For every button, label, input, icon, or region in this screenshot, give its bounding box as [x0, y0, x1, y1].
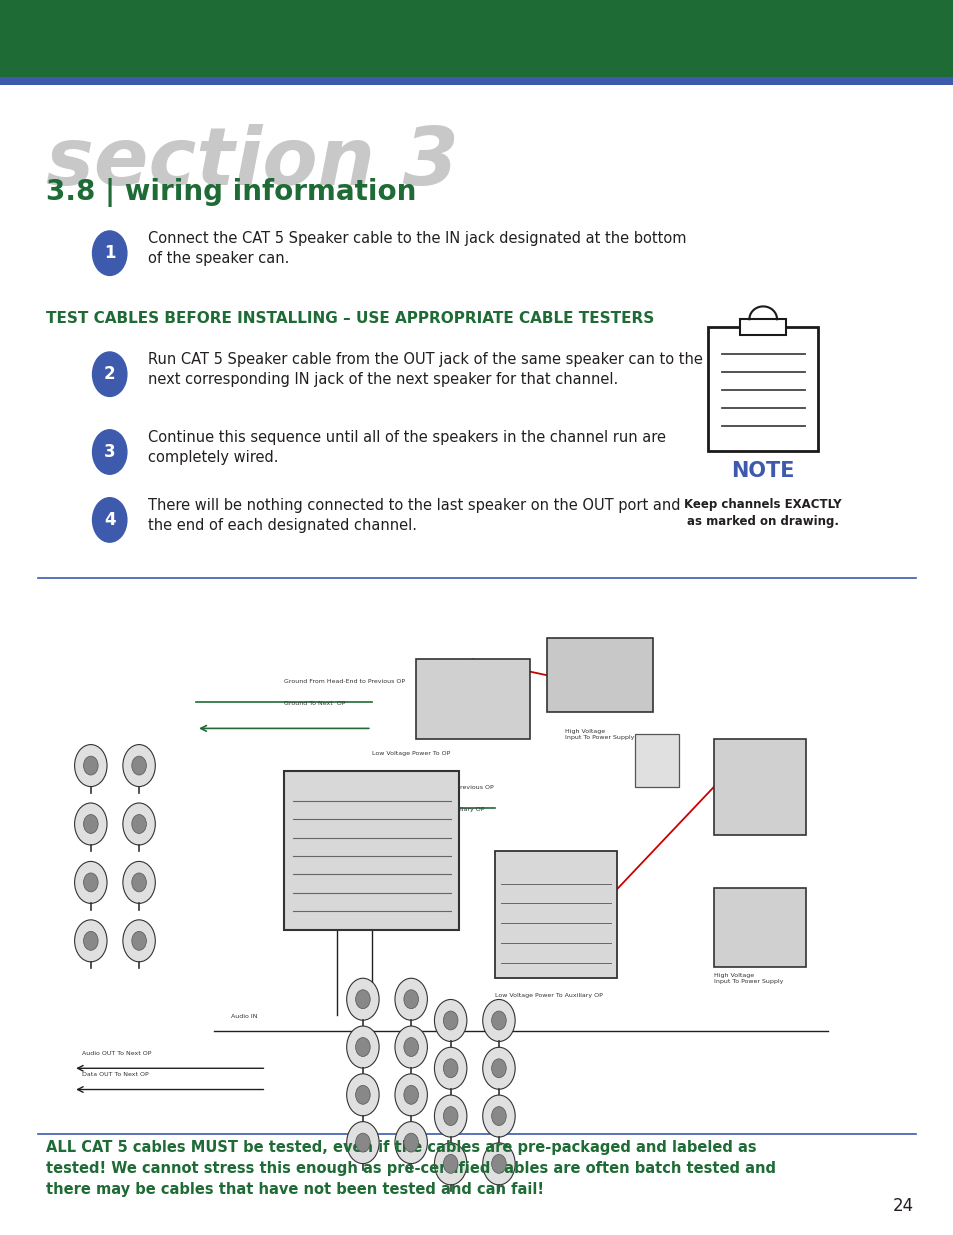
Circle shape	[123, 920, 155, 962]
Text: Connect the CAT 5 Speaker cable to the IN jack designated at the bottom
of the s: Connect the CAT 5 Speaker cable to the I…	[148, 231, 685, 266]
Text: section 3: section 3	[46, 124, 458, 201]
Circle shape	[395, 1073, 427, 1116]
Text: Continue this sequence until all of the speakers in the channel run are
complete: Continue this sequence until all of the …	[148, 430, 665, 464]
Circle shape	[123, 745, 155, 787]
Circle shape	[84, 873, 98, 892]
Bar	[284, 771, 459, 930]
Circle shape	[92, 498, 127, 542]
Circle shape	[491, 1155, 506, 1173]
Text: 3.8 | wiring information: 3.8 | wiring information	[46, 178, 416, 206]
Bar	[740, 319, 785, 336]
Bar	[547, 638, 652, 713]
Circle shape	[403, 1134, 418, 1152]
Text: 2: 2	[104, 366, 115, 383]
Circle shape	[132, 931, 146, 950]
Circle shape	[434, 1047, 466, 1089]
Circle shape	[443, 1107, 457, 1125]
Circle shape	[346, 978, 378, 1020]
Circle shape	[434, 1095, 466, 1137]
Bar	[416, 659, 529, 739]
Text: ALL CAT 5 cables MUST be tested, even if the cables are pre-packaged and labeled: ALL CAT 5 cables MUST be tested, even if…	[46, 1140, 775, 1197]
Circle shape	[395, 1121, 427, 1163]
Text: To Auxiliary  OP: To Auxiliary OP	[318, 881, 368, 885]
Circle shape	[403, 989, 418, 1009]
Text: 1: 1	[104, 245, 115, 262]
Circle shape	[92, 231, 127, 275]
Circle shape	[92, 352, 127, 396]
Bar	[635, 734, 679, 787]
Circle shape	[74, 745, 107, 787]
Bar	[0, 77, 953, 85]
Circle shape	[346, 1121, 378, 1163]
Text: Data OUT To Next OP: Data OUT To Next OP	[82, 1072, 149, 1077]
Circle shape	[443, 1011, 457, 1030]
Circle shape	[491, 1058, 506, 1078]
Circle shape	[443, 1058, 457, 1078]
Circle shape	[355, 1037, 370, 1056]
Text: Audio OUT To Next OP: Audio OUT To Next OP	[82, 1051, 152, 1056]
Circle shape	[74, 862, 107, 903]
Text: Data IN From Head-End or Previous OP: Data IN From Head-End or Previous OP	[372, 785, 493, 790]
Circle shape	[403, 1037, 418, 1056]
Circle shape	[403, 1086, 418, 1104]
Circle shape	[74, 803, 107, 845]
Bar	[707, 327, 817, 451]
Circle shape	[132, 815, 146, 834]
Circle shape	[355, 989, 370, 1009]
Text: Ground Between  OP & Auxiliary OP: Ground Between OP & Auxiliary OP	[372, 806, 483, 811]
Bar	[713, 739, 805, 835]
Bar	[713, 888, 805, 967]
Text: Keep channels EXACTLY
as marked on drawing.: Keep channels EXACTLY as marked on drawi…	[683, 498, 841, 527]
Circle shape	[434, 999, 466, 1041]
Circle shape	[346, 1073, 378, 1116]
Circle shape	[74, 920, 107, 962]
Circle shape	[355, 1134, 370, 1152]
Text: 4: 4	[104, 511, 115, 529]
Circle shape	[123, 803, 155, 845]
Circle shape	[482, 1142, 515, 1184]
Text: There will be nothing connected to the last speaker on the OUT port and
the end : There will be nothing connected to the l…	[148, 498, 679, 532]
Circle shape	[84, 931, 98, 950]
Text: Ground From Head-End to Previous OP: Ground From Head-End to Previous OP	[284, 679, 404, 684]
Circle shape	[434, 1142, 466, 1184]
Text: Audio IN: Audio IN	[231, 1014, 257, 1019]
Circle shape	[123, 862, 155, 903]
Circle shape	[395, 978, 427, 1020]
Text: NOTE: NOTE	[731, 461, 794, 480]
Circle shape	[491, 1011, 506, 1030]
Text: TEST CABLES BEFORE INSTALLING – USE APPROPRIATE CABLE TESTERS: TEST CABLES BEFORE INSTALLING – USE APPR…	[46, 311, 654, 326]
Circle shape	[84, 756, 98, 776]
Circle shape	[84, 815, 98, 834]
Text: 3: 3	[104, 443, 115, 461]
Circle shape	[482, 1047, 515, 1089]
Circle shape	[482, 1095, 515, 1137]
Circle shape	[443, 1155, 457, 1173]
Circle shape	[482, 999, 515, 1041]
Text: High Voltage
Input To Power Supply: High Voltage Input To Power Supply	[713, 973, 782, 984]
Bar	[0, 0, 953, 77]
Text: High Voltage
Input To Power Supply: High Voltage Input To Power Supply	[564, 729, 634, 740]
Circle shape	[346, 1026, 378, 1068]
Circle shape	[491, 1107, 506, 1125]
Bar	[494, 851, 617, 978]
Text: Ground To Next  OP: Ground To Next OP	[284, 700, 345, 705]
Circle shape	[355, 1086, 370, 1104]
Circle shape	[395, 1026, 427, 1068]
Circle shape	[132, 873, 146, 892]
Circle shape	[132, 756, 146, 776]
Circle shape	[92, 430, 127, 474]
Text: 24: 24	[892, 1197, 913, 1215]
Text: Low Voltage Power To OP: Low Voltage Power To OP	[372, 751, 450, 756]
Text: Run CAT 5 Speaker cable from the OUT jack of the same speaker can to the
next co: Run CAT 5 Speaker cable from the OUT jac…	[148, 352, 702, 387]
Text: Low Voltage Power To Auxiliary OP: Low Voltage Power To Auxiliary OP	[494, 993, 601, 998]
